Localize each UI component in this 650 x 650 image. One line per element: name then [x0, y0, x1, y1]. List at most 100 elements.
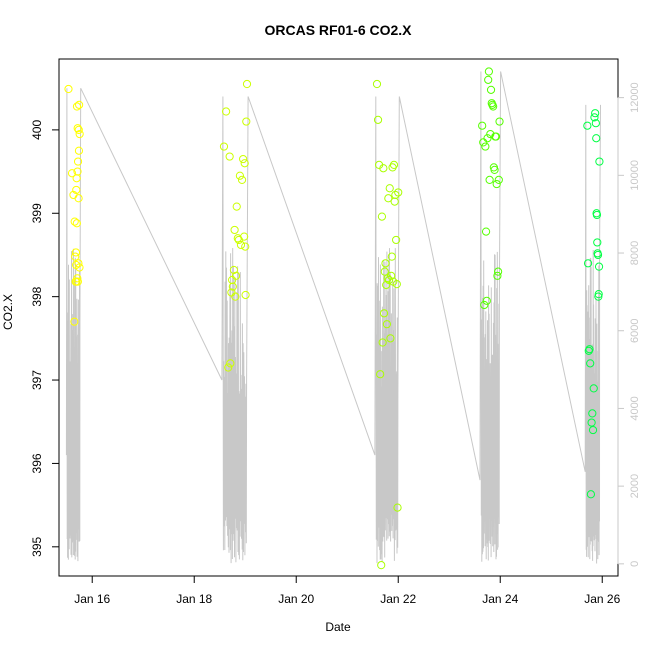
data-point	[389, 160, 399, 169]
data-point	[219, 142, 229, 151]
y-tick-label: 396	[30, 453, 44, 473]
data-point	[484, 67, 493, 76]
data-point	[593, 250, 603, 260]
data-point	[376, 370, 385, 379]
data-point	[72, 102, 82, 111]
data-point	[589, 384, 598, 393]
data-points-layer	[64, 67, 604, 570]
data-point	[592, 134, 601, 143]
data-point	[74, 194, 83, 203]
data-point	[481, 142, 490, 151]
data-point	[71, 248, 81, 257]
data-point	[231, 271, 241, 280]
data-point	[237, 175, 247, 185]
data-point	[73, 157, 83, 166]
data-point	[392, 280, 401, 289]
data-point	[230, 225, 239, 235]
data-point	[70, 217, 79, 226]
data-point	[72, 219, 81, 228]
data-point	[387, 271, 396, 280]
x-tick-label: Jan 22	[380, 592, 416, 606]
data-point	[241, 242, 250, 251]
data-point	[591, 109, 600, 118]
data-point	[583, 121, 592, 130]
data-point	[228, 282, 237, 291]
data-point	[480, 300, 489, 310]
right-axis: 0 2000 4000 6000 8000 10000 12000	[617, 82, 641, 567]
data-point	[240, 159, 249, 168]
data-point	[75, 100, 84, 109]
data-point	[67, 169, 77, 178]
data-point	[229, 265, 238, 275]
right-tick-label: 4000	[629, 396, 641, 420]
data-point	[379, 309, 389, 318]
data-point	[588, 409, 597, 418]
data-point	[479, 138, 488, 147]
data-point	[590, 113, 599, 122]
data-point	[75, 129, 84, 139]
chart-title: ORCAS RF01-6 CO2.X	[264, 22, 412, 38]
data-point	[591, 119, 600, 128]
data-point	[588, 425, 598, 435]
data-point	[384, 194, 393, 203]
data-point	[72, 174, 81, 183]
data-point	[74, 125, 83, 134]
data-point	[493, 271, 502, 280]
data-point	[373, 115, 383, 124]
data-point	[382, 320, 391, 329]
data-point	[239, 154, 248, 164]
data-point	[494, 175, 503, 185]
data-point	[391, 190, 400, 200]
data-point	[485, 175, 494, 185]
data-point	[71, 252, 80, 261]
y-tick-label: 397	[30, 370, 44, 390]
x-axis-label: Date	[325, 620, 351, 634]
data-point	[73, 274, 82, 283]
y-axis-label: CO2.X	[1, 294, 15, 330]
data-point	[592, 210, 602, 220]
data-point	[583, 259, 593, 268]
data-point	[494, 267, 503, 276]
data-point	[64, 84, 73, 94]
data-point	[595, 157, 604, 166]
data-point	[74, 146, 84, 155]
data-point	[489, 102, 498, 111]
data-point	[491, 132, 501, 141]
data-point	[593, 238, 602, 247]
data-point	[236, 240, 246, 250]
data-point	[73, 124, 82, 133]
x-tick-label: Jan 20	[278, 592, 314, 606]
right-tick-label: 6000	[629, 318, 641, 342]
data-point	[390, 197, 399, 206]
y-tick-label: 400	[30, 120, 44, 140]
data-point	[495, 117, 504, 126]
right-tick-label: 0	[629, 561, 641, 567]
data-point	[478, 121, 487, 130]
data-point	[386, 334, 395, 343]
data-point	[384, 275, 394, 285]
data-point	[490, 165, 499, 174]
x-tick-label: Jan 24	[482, 592, 518, 606]
data-point	[224, 363, 233, 372]
data-point	[241, 290, 250, 300]
data-point	[486, 85, 496, 94]
y-tick-label: 395	[30, 536, 44, 556]
data-point	[231, 292, 240, 301]
data-point	[380, 267, 389, 276]
y-axis: 395 396 397 398 399 400	[30, 120, 59, 557]
x-tick-label: Jan 16	[74, 592, 110, 606]
data-point	[585, 345, 594, 354]
right-tick-label: 12000	[629, 82, 641, 113]
x-axis: Jan 16 Jan 18 Jan 20 Jan 22 Jan 24 Jan 26	[74, 576, 621, 606]
plot-frame	[58, 58, 619, 577]
data-point	[226, 359, 235, 368]
data-point	[74, 259, 83, 268]
data-point	[377, 561, 386, 570]
data-point	[481, 227, 491, 236]
data-point	[594, 290, 603, 299]
data-point	[482, 296, 491, 305]
data-point	[75, 263, 84, 272]
right-tick-label: 8000	[629, 241, 641, 265]
data-point	[73, 167, 82, 176]
